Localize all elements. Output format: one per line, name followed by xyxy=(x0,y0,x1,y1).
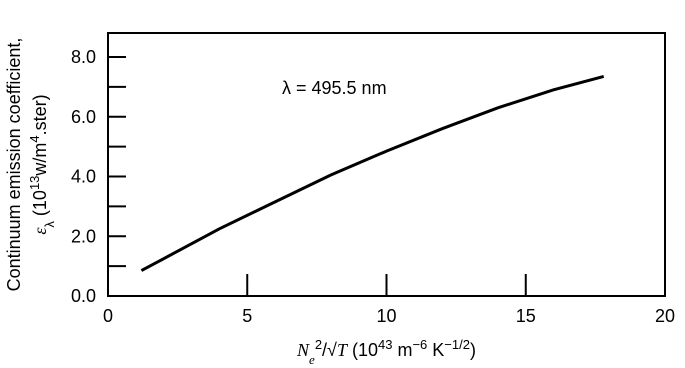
label-part: ε xyxy=(30,227,50,235)
label-part: 2 xyxy=(315,337,322,352)
label-part: 13 xyxy=(27,176,42,190)
label-part: λ xyxy=(42,221,57,228)
label-part: /√ xyxy=(322,340,337,360)
label-part: .ster) xyxy=(30,94,50,135)
plot-frame xyxy=(107,32,666,297)
x-tick-label: 0 xyxy=(103,306,113,326)
x-tick-label: 5 xyxy=(242,306,252,326)
label-part: e xyxy=(309,352,315,367)
label-part: m xyxy=(392,340,412,360)
y-tick-label: 6.0 xyxy=(71,107,96,127)
x-tick-label: 10 xyxy=(376,306,396,326)
label-part: −6 xyxy=(412,337,427,352)
annotation: λ = 495.5 nm xyxy=(282,78,387,98)
label-part: 43 xyxy=(378,337,392,352)
label-part: w/m xyxy=(30,143,50,177)
x-tick-label: 15 xyxy=(516,306,536,326)
label-part: (10 xyxy=(30,190,50,221)
x-axis-label: Ne2/√T (1043 m−6 K−1/2) xyxy=(296,337,476,367)
y-tick-label: 0.0 xyxy=(71,286,96,306)
label-part: −1/2 xyxy=(444,337,470,352)
label-part: K xyxy=(427,340,444,360)
label-part: Continuum emission coefficient, xyxy=(4,38,24,292)
y-tick-label: 2.0 xyxy=(71,226,96,246)
label-part: T xyxy=(337,340,349,360)
label-part: (10 xyxy=(347,340,378,360)
y-axis-label: Continuum emission coefficient, xyxy=(4,38,24,292)
y-tick-label: 8.0 xyxy=(71,47,96,67)
y-tick-label: 4.0 xyxy=(71,167,96,187)
y-axis-label: ελ (1013w/m4.ster) xyxy=(27,94,57,234)
x-tick-label: 20 xyxy=(655,306,675,326)
data-line xyxy=(140,74,605,272)
label-part: N xyxy=(296,340,310,360)
label-part: 4 xyxy=(27,135,42,142)
label-part: ) xyxy=(470,340,476,360)
